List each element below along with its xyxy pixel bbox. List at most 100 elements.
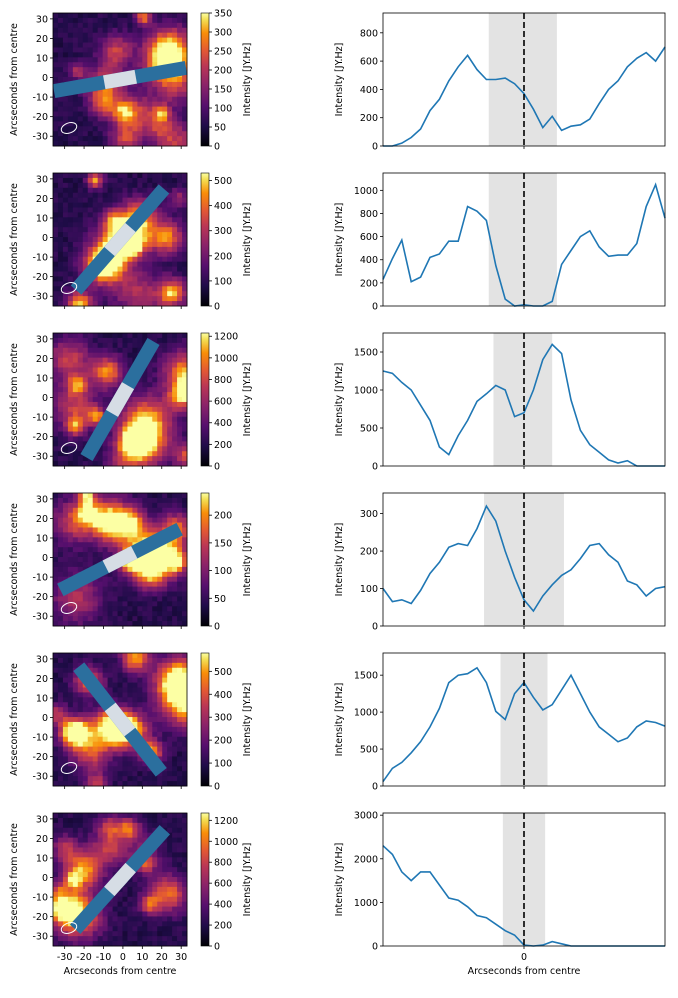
heatmap-cell xyxy=(132,261,138,267)
heatmap-cell xyxy=(102,37,108,43)
heatmap-cell xyxy=(152,527,158,533)
heatmap-cell xyxy=(137,586,143,592)
heatmap-cell xyxy=(82,382,89,388)
heatmap-cell xyxy=(162,387,168,393)
heatmap-cell xyxy=(122,697,128,703)
heatmap-cell xyxy=(152,596,158,602)
heatmap-cell xyxy=(62,67,69,73)
heatmap-cell xyxy=(142,601,148,607)
heatmap-cell xyxy=(127,111,133,117)
heatmap-cell xyxy=(97,721,104,728)
heatmap-cell xyxy=(162,847,168,853)
heatmap-cell xyxy=(112,761,118,767)
heatmap-cell xyxy=(142,557,148,563)
heatmap-cell xyxy=(177,766,183,772)
heatmap-cell xyxy=(112,662,118,669)
heatmap-cell xyxy=(67,657,74,664)
heatmap-cell xyxy=(82,827,89,834)
heatmap-cell xyxy=(82,542,89,548)
heatmap-cell xyxy=(67,517,74,523)
heatmap-cell xyxy=(122,333,128,339)
heatmap-cell xyxy=(167,761,173,767)
heatmap-cell xyxy=(112,266,118,272)
heatmap-cell xyxy=(102,57,108,63)
heatmap-cell xyxy=(177,921,183,927)
heatmap-cell xyxy=(147,611,153,617)
heatmap-cell xyxy=(53,232,59,238)
heatmap-cell xyxy=(97,717,104,723)
heatmap-cell xyxy=(122,342,128,349)
heatmap-cell xyxy=(147,532,153,538)
heatmap-cell xyxy=(177,241,183,248)
profile-ytick-label: 3000 xyxy=(354,811,378,822)
heatmap-cell xyxy=(132,512,138,519)
heatmap-cell xyxy=(172,256,178,263)
heatmap-cell xyxy=(117,431,123,437)
heatmap-cell xyxy=(62,906,69,912)
heatmap-cell xyxy=(172,707,178,713)
heatmap-cell xyxy=(57,877,64,883)
heatmap-cell xyxy=(92,241,99,248)
heatmap-cell xyxy=(167,372,173,378)
heatmap-cell xyxy=(107,352,113,359)
heatmap-cell xyxy=(157,653,163,659)
heatmap-cell xyxy=(87,497,94,504)
heatmap-cell xyxy=(67,781,74,787)
heatmap-cell xyxy=(72,852,79,858)
heatmap-cell xyxy=(117,207,123,213)
heatmap-cell xyxy=(182,96,188,103)
heatmap-cell xyxy=(162,426,168,432)
heatmap-cell xyxy=(142,271,148,277)
heatmap-cell xyxy=(117,192,123,199)
heatmap-cell xyxy=(157,736,163,743)
heatmap-cell xyxy=(102,187,108,194)
heatmap-cell xyxy=(92,91,99,98)
heatmap-cell xyxy=(147,591,153,597)
heatmap-cell xyxy=(53,401,59,408)
heatmap-cell xyxy=(182,616,188,622)
heatmap-cell xyxy=(177,776,183,782)
heatmap-cell xyxy=(77,507,84,514)
heatmap-cell xyxy=(122,591,128,597)
heatmap-cell xyxy=(117,212,123,218)
heatmap-cell xyxy=(57,517,64,523)
heatmap-cell xyxy=(122,62,128,68)
heatmap-cell xyxy=(62,197,69,203)
heatmap-cell xyxy=(167,561,173,568)
colorbar-tick-label: 200 xyxy=(214,440,232,451)
heatmap-cell xyxy=(92,761,99,767)
heatmap-cell xyxy=(53,136,59,142)
heatmap-cell xyxy=(57,941,64,947)
heatmap-cell xyxy=(72,456,79,462)
heatmap-cell xyxy=(157,141,163,147)
heatmap-cell xyxy=(112,116,118,122)
heatmap-cell xyxy=(157,392,163,398)
heatmap-cell xyxy=(62,261,69,267)
heatmap-cell xyxy=(122,522,128,528)
heatmap-cell xyxy=(77,512,84,519)
heatmap-cell xyxy=(162,507,168,514)
heatmap-cell xyxy=(122,751,128,757)
heatmap-cell xyxy=(177,901,183,907)
heatmap-cell xyxy=(182,827,188,834)
heatmap-ytick-label: 20 xyxy=(36,354,48,365)
heatmap-cell xyxy=(172,653,178,659)
heatmap-cell xyxy=(87,527,94,533)
heatmap-cell xyxy=(92,581,99,587)
heatmap-cell xyxy=(72,867,79,873)
heatmap-cell xyxy=(157,337,163,344)
heatmap-cell xyxy=(112,62,118,68)
heatmap-cell xyxy=(62,692,69,698)
heatmap-cell xyxy=(167,256,173,263)
heatmap-cell xyxy=(142,817,148,824)
heatmap-cell xyxy=(142,712,148,718)
heatmap-cell xyxy=(157,552,163,558)
heatmap-cell xyxy=(53,367,59,373)
heatmap-cell xyxy=(157,522,163,528)
heatmap-cell xyxy=(177,416,183,423)
heatmap-cell xyxy=(132,877,138,883)
heatmap-cell xyxy=(137,761,143,767)
heatmap-cell xyxy=(72,416,79,423)
colorbar-tick-label: 200 xyxy=(214,251,232,262)
heatmap-cell xyxy=(87,756,94,762)
